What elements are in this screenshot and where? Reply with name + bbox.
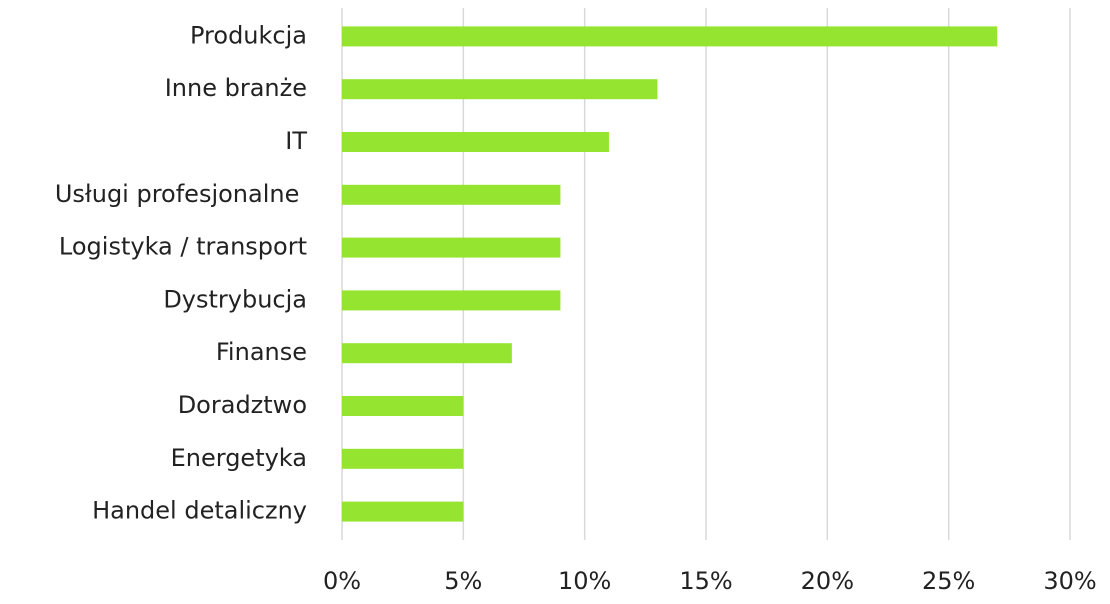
y-tick-label: Usługi profesjonalne bbox=[55, 180, 307, 208]
bar bbox=[342, 132, 609, 152]
y-tick-label: Energetyka bbox=[171, 444, 307, 472]
y-tick-label: Logistyka / transport bbox=[59, 233, 307, 261]
bar bbox=[342, 448, 464, 469]
x-tick-label: 0% bbox=[323, 567, 361, 595]
y-tick-label: Handel detaliczny bbox=[92, 497, 307, 525]
y-tick-label: Inne branże bbox=[165, 74, 307, 102]
y-tick-label: Produkcja bbox=[190, 21, 307, 49]
bar bbox=[342, 501, 464, 522]
bar bbox=[342, 237, 561, 258]
x-tick-label: 25% bbox=[922, 567, 975, 595]
bar bbox=[342, 396, 464, 416]
bar bbox=[342, 26, 998, 47]
y-tick-label: Dystrybucja bbox=[163, 285, 307, 313]
bar bbox=[342, 290, 561, 311]
bar bbox=[342, 184, 561, 205]
bar bbox=[342, 343, 512, 364]
x-tick-label: 5% bbox=[444, 567, 482, 595]
y-tick-label: IT bbox=[285, 127, 307, 155]
x-tick-label: 10% bbox=[558, 567, 611, 595]
x-tick-label: 20% bbox=[801, 567, 854, 595]
y-tick-label: Finanse bbox=[216, 338, 307, 366]
bar bbox=[342, 79, 658, 100]
y-tick-label: Doradztwo bbox=[178, 391, 307, 419]
x-tick-label: 30% bbox=[1043, 567, 1096, 595]
x-tick-label: 15% bbox=[679, 567, 732, 595]
